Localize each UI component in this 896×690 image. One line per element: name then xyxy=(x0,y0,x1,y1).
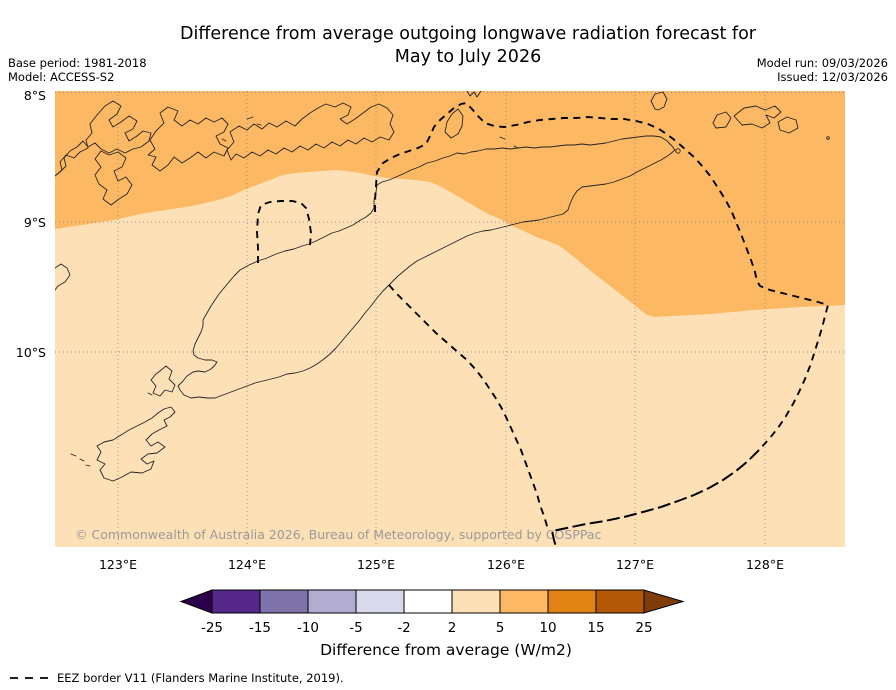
eez-border-south-run xyxy=(550,449,760,547)
page-title-line1: Difference from average outgoing longwav… xyxy=(180,24,757,44)
colorbar-tick-10: 10 xyxy=(539,620,556,636)
coastlines xyxy=(55,91,830,482)
copyright-text: © Commonwealth of Australia 2026, Bureau… xyxy=(75,527,601,542)
colorbar-seg-5-10 xyxy=(499,589,549,614)
colorbar-seg-neg2-2 xyxy=(403,589,453,614)
graticule xyxy=(55,91,845,547)
anomaly-region-5-10 xyxy=(55,91,845,317)
coastline-flores-tip xyxy=(55,263,71,291)
coastline-alor xyxy=(226,102,395,161)
colorbar-tick-neg5: -5 xyxy=(349,620,362,636)
colorbar-tick-neg25: -25 xyxy=(201,620,223,636)
coastline-lembata-south xyxy=(94,150,133,206)
axis-labels: 8°S 9°S 10°S 123°E 124°E 125°E 126°E 127… xyxy=(16,88,784,572)
colorbar-title: Difference from average (W/m2) xyxy=(320,641,572,659)
eez-border-land xyxy=(388,284,550,532)
lon-label-126e: 126°E xyxy=(487,557,525,572)
coastline-ne-islet xyxy=(650,91,668,111)
page-title-line2: May to July 2026 xyxy=(395,47,541,67)
colorbar-seg-15-25 xyxy=(595,589,645,614)
map-canvas: © Commonwealth of Australia 2026, Bureau… xyxy=(55,91,845,547)
islet-marks-north xyxy=(221,116,519,149)
colorbar-tick-5: 5 xyxy=(496,620,505,636)
eez-border-main xyxy=(374,101,830,451)
footnote: EEZ border V11 (Flanders Marine Institut… xyxy=(10,671,344,685)
colorbar-tick-neg10: -10 xyxy=(297,620,319,636)
lon-label-127e: 127°E xyxy=(616,557,654,572)
lon-label-128e: 128°E xyxy=(746,557,784,572)
lon-label-125e: 125°E xyxy=(357,557,395,572)
lon-label-124e: 124°E xyxy=(228,557,266,572)
colorbar-seg-neg25-neg15 xyxy=(211,589,261,614)
islet-dot-east xyxy=(826,136,830,140)
coastline-pantar xyxy=(147,106,229,172)
issued-label: Issued: 12/03/2026 xyxy=(777,70,888,84)
coastline-atauro xyxy=(444,108,464,139)
colorbar-seg-neg15-neg10 xyxy=(259,589,309,614)
lat-label-8s: 8°S xyxy=(24,88,46,103)
colorbar-seg-neg5-neg2 xyxy=(355,589,405,614)
colorbar: -25 -15 -10 -5 -2 2 5 10 15 25 Differenc… xyxy=(179,589,685,659)
base-period-label: Base period: 1981-2018 xyxy=(8,56,147,70)
eez-border-oecusse xyxy=(256,200,312,263)
model-label: Model: ACCESS-S2 xyxy=(8,70,114,84)
coastline-top-clipped-islet xyxy=(466,91,482,98)
colorbar-tick-25: 25 xyxy=(635,620,652,636)
coastline-romang-group xyxy=(712,105,799,134)
colorbar-tick-neg15: -15 xyxy=(249,620,271,636)
colorbar-tick-2: 2 xyxy=(448,620,457,636)
islet-mark-semau xyxy=(147,392,153,396)
lon-label-123e: 123°E xyxy=(99,557,137,572)
coastline-jaco-island xyxy=(675,148,681,154)
coastline-timor xyxy=(177,135,676,399)
coastline-semau xyxy=(150,365,176,397)
colorbar-seg-10-15 xyxy=(547,589,597,614)
coastline-lembata xyxy=(55,100,152,177)
colorbar-seg-2-5 xyxy=(451,589,501,614)
footnote-text: EEZ border V11 (Flanders Marine Institut… xyxy=(57,671,344,685)
lat-label-10s: 10°S xyxy=(16,345,46,360)
lat-label-9s: 9°S xyxy=(24,215,46,230)
colorbar-over-arrow xyxy=(643,589,685,614)
colorbar-tick-15: 15 xyxy=(587,620,604,636)
model-run-label: Model run: 09/03/2026 xyxy=(757,56,888,70)
islet-marks-rote-west xyxy=(70,453,91,467)
colorbar-tick-neg2: -2 xyxy=(397,620,410,636)
coastline-rote xyxy=(96,406,176,482)
colorbar-seg-neg10-neg5 xyxy=(307,589,357,614)
eez-borders xyxy=(256,101,830,547)
